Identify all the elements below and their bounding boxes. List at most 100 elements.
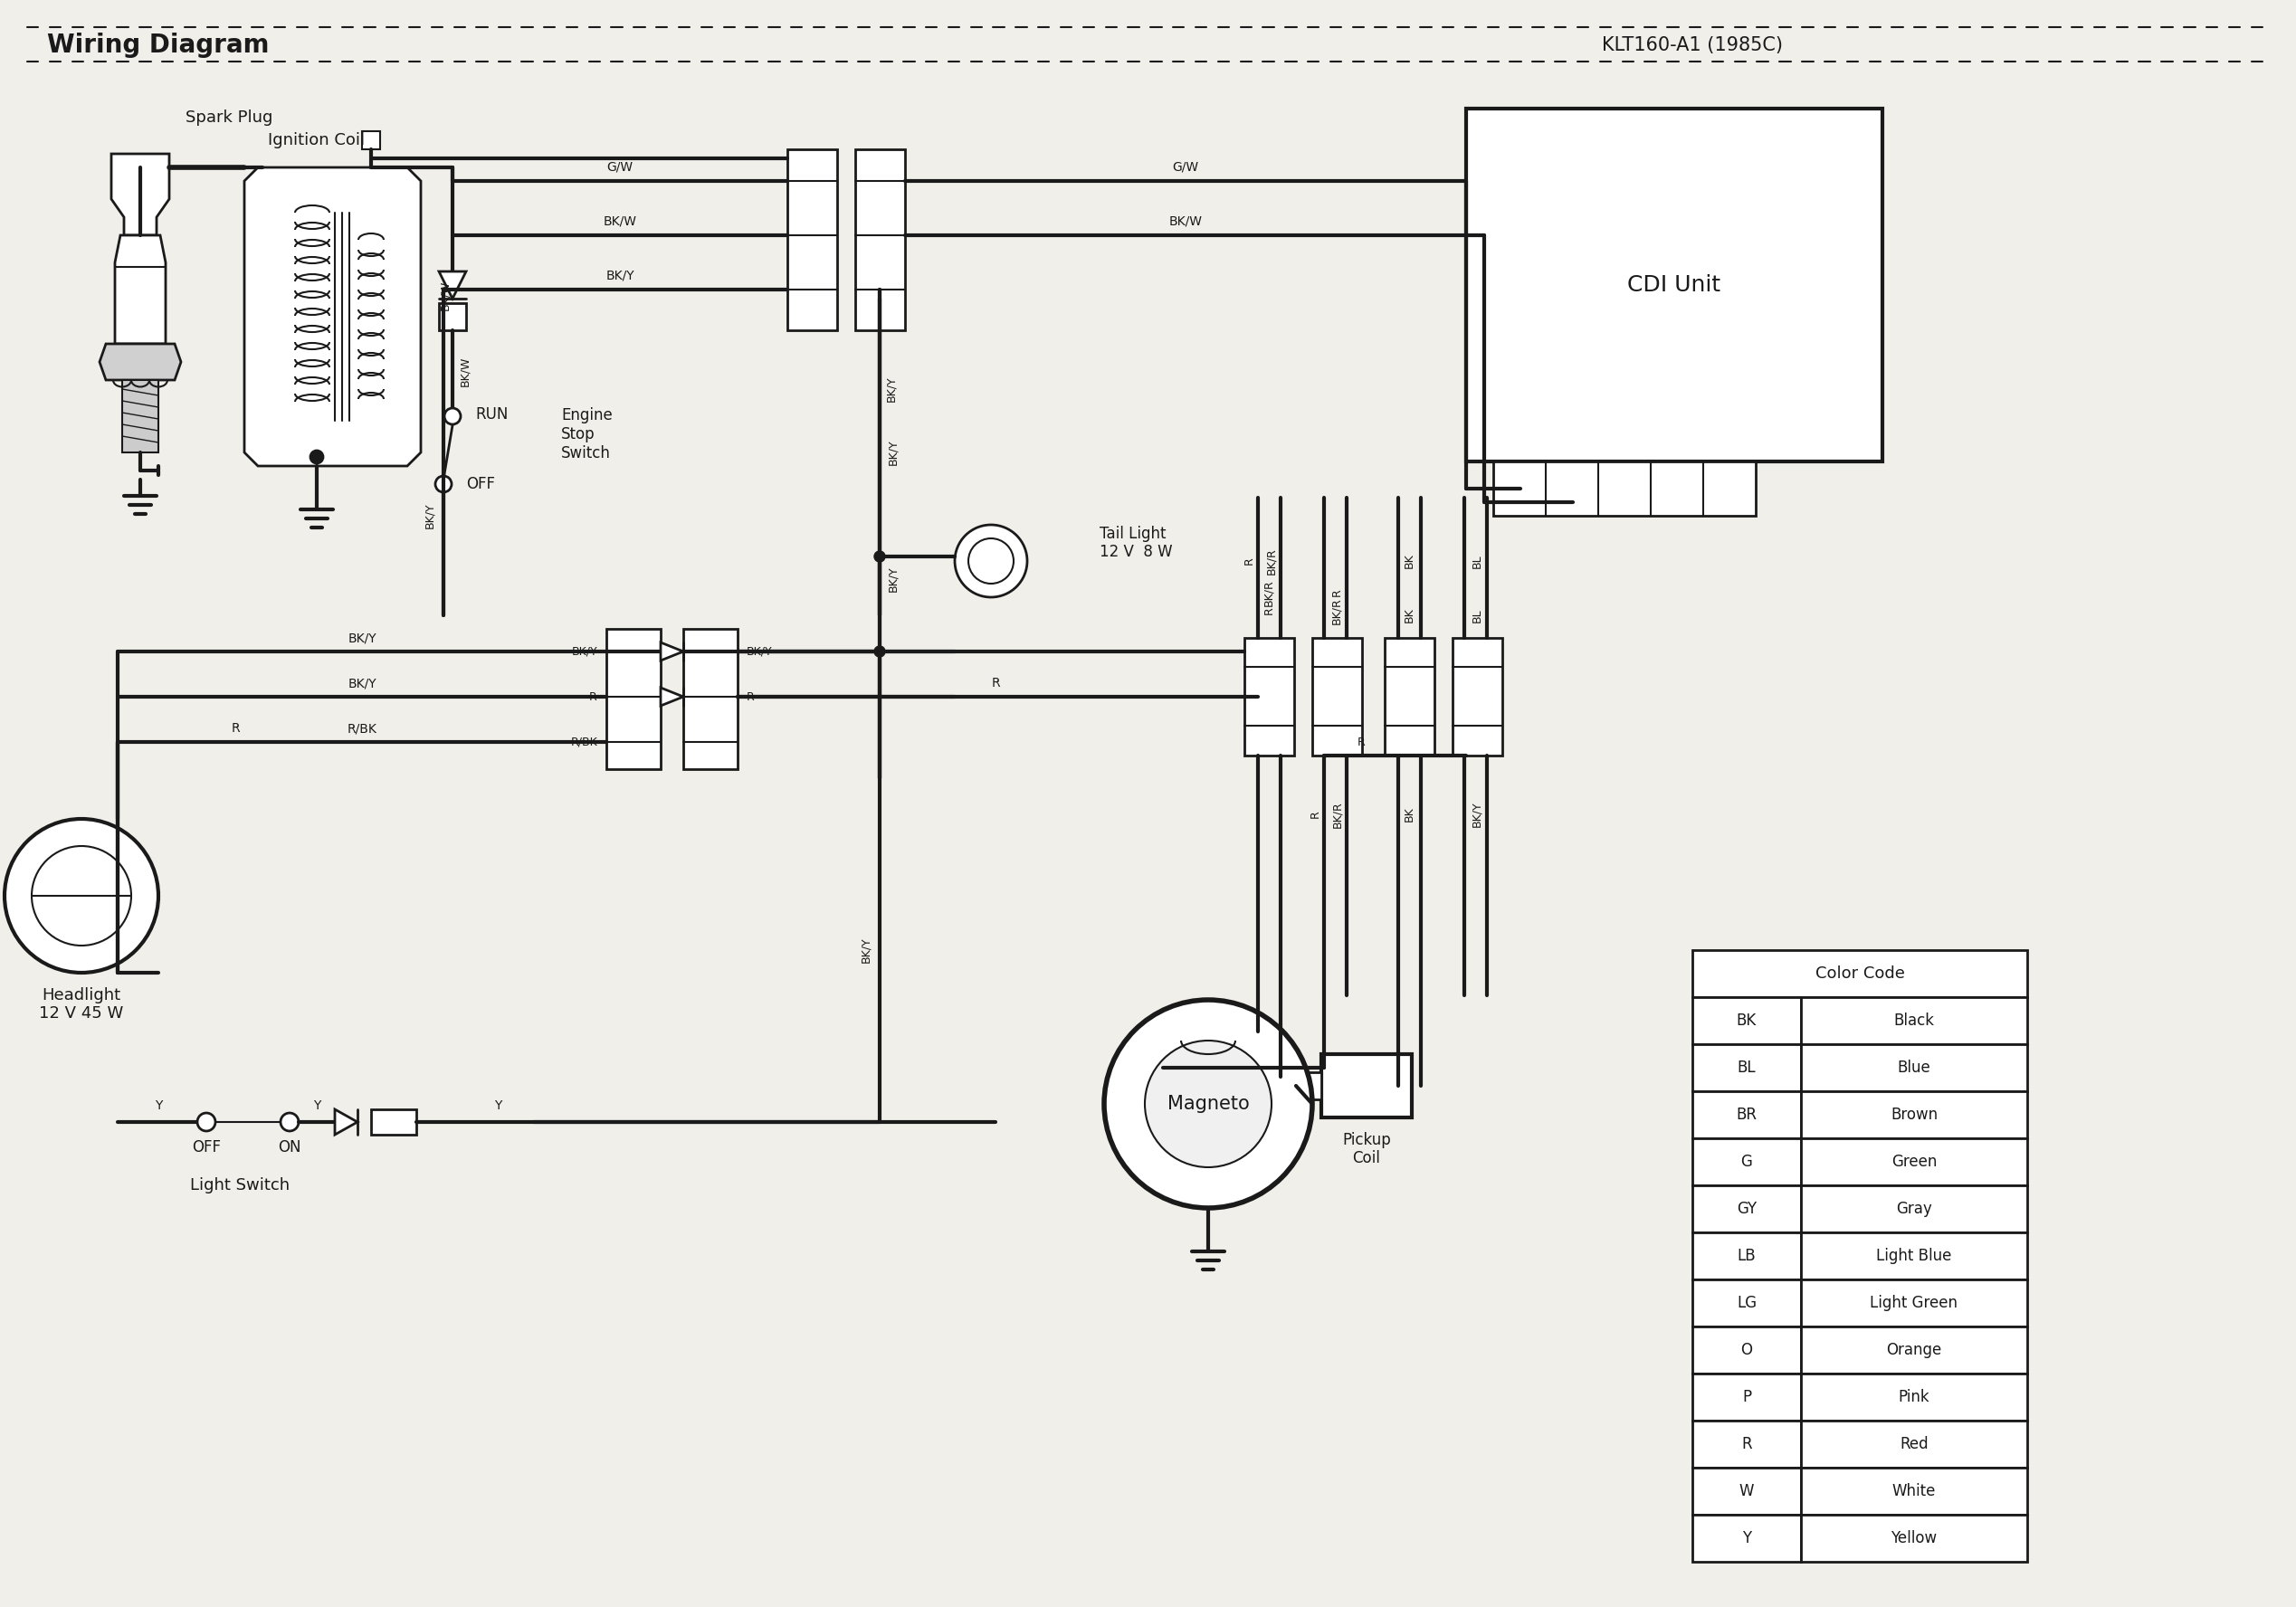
Polygon shape [243, 167, 420, 466]
Text: OFF: OFF [193, 1139, 220, 1155]
Text: BK/Y: BK/Y [572, 646, 597, 657]
Bar [1692, 996, 1800, 1045]
Bar [1692, 1138, 1800, 1186]
Text: BL: BL [1472, 607, 1483, 622]
Text: RUN: RUN [475, 407, 507, 423]
Text: Spark Plug: Spark Plug [186, 109, 273, 125]
Text: R/BK: R/BK [347, 722, 377, 734]
Bar [1800, 1374, 2027, 1421]
Circle shape [436, 476, 452, 492]
Text: BK/R: BK/R [1332, 598, 1343, 624]
Bar [1313, 638, 1362, 755]
Polygon shape [661, 643, 684, 660]
Bar [1692, 950, 2027, 996]
Bar [1800, 1515, 2027, 1562]
Bar [372, 1109, 416, 1135]
Text: Y: Y [312, 1099, 321, 1112]
Circle shape [445, 408, 461, 424]
Text: BK/Y: BK/Y [425, 503, 436, 529]
Circle shape [875, 551, 884, 562]
Text: G/W: G/W [1173, 161, 1199, 174]
Text: BK: BK [1403, 607, 1414, 624]
Text: R: R [992, 677, 999, 689]
Polygon shape [439, 272, 466, 299]
Text: Wiring Diagram: Wiring Diagram [48, 32, 269, 58]
Text: R: R [1242, 558, 1256, 566]
Circle shape [197, 1114, 216, 1131]
Text: LG: LG [1736, 1295, 1756, 1311]
Bar [1692, 1091, 1800, 1138]
Bar [684, 628, 737, 770]
Text: R: R [1332, 588, 1343, 596]
Text: Light Blue: Light Blue [1876, 1247, 1952, 1265]
Text: Ignition Coil: Ignition Coil [269, 132, 365, 148]
Circle shape [280, 1114, 298, 1131]
Circle shape [32, 845, 131, 945]
Bar [1467, 109, 1883, 461]
Text: White: White [1892, 1483, 1936, 1499]
Text: R: R [746, 691, 755, 702]
Text: BK/W: BK/W [1169, 215, 1203, 228]
Text: BK/W: BK/W [439, 281, 450, 310]
Circle shape [5, 820, 158, 972]
Bar [1800, 996, 2027, 1045]
Bar [1800, 1421, 2027, 1467]
Text: BK/Y: BK/Y [886, 439, 900, 466]
Text: Pickup
Coil: Pickup Coil [1343, 1131, 1391, 1167]
Polygon shape [335, 1109, 358, 1135]
Bar [1800, 1467, 2027, 1515]
Text: BR: BR [1736, 1107, 1756, 1123]
Text: GY: GY [1736, 1200, 1756, 1216]
Text: Color Code: Color Code [1816, 966, 1903, 982]
Text: R: R [232, 722, 239, 734]
Text: BK/Y: BK/Y [861, 937, 872, 963]
Bar [1692, 1279, 1800, 1326]
Text: BK/Y: BK/Y [886, 566, 900, 591]
Text: Y: Y [154, 1099, 163, 1112]
Circle shape [875, 646, 884, 657]
Bar [854, 149, 905, 331]
Polygon shape [115, 235, 165, 344]
Bar [1453, 638, 1502, 755]
Bar [1692, 1467, 1800, 1515]
Bar [1244, 638, 1295, 755]
Text: BK/R: BK/R [1263, 579, 1274, 606]
Text: ON: ON [278, 1139, 301, 1155]
Bar [788, 149, 838, 331]
Text: Blue: Blue [1896, 1059, 1931, 1075]
Text: BL: BL [1472, 554, 1483, 567]
Text: BK: BK [1736, 1012, 1756, 1028]
Circle shape [969, 538, 1013, 583]
Bar [122, 379, 158, 453]
Text: BK: BK [1403, 807, 1414, 821]
Text: Yellow: Yellow [1892, 1530, 1938, 1546]
Bar [1800, 1091, 2027, 1138]
Text: R: R [590, 691, 597, 702]
Text: P: P [1743, 1388, 1752, 1405]
Circle shape [1104, 1000, 1313, 1208]
Text: BK/W: BK/W [604, 215, 636, 228]
Bar [1692, 1045, 1800, 1091]
Text: R: R [1740, 1437, 1752, 1453]
Text: Light Switch: Light Switch [191, 1178, 289, 1194]
Polygon shape [99, 344, 181, 379]
Text: Tail Light
12 V  8 W: Tail Light 12 V 8 W [1100, 525, 1173, 561]
Bar [1800, 1138, 2027, 1186]
Polygon shape [110, 154, 170, 235]
Text: Gray: Gray [1896, 1200, 1931, 1216]
Bar [1692, 1326, 1800, 1374]
Text: Black: Black [1894, 1012, 1936, 1028]
Text: R: R [1263, 607, 1274, 615]
Text: Y: Y [1743, 1530, 1752, 1546]
Text: Brown: Brown [1890, 1107, 1938, 1123]
Text: Green: Green [1892, 1154, 1938, 1170]
Text: KLT160-A1 (1985C): KLT160-A1 (1985C) [1603, 37, 1784, 55]
Polygon shape [661, 688, 684, 705]
Text: G: G [1740, 1154, 1752, 1170]
Bar [1295, 1072, 1320, 1099]
Text: R: R [1357, 736, 1366, 747]
Text: Red: Red [1899, 1437, 1929, 1453]
Text: G/W: G/W [606, 161, 634, 174]
Bar [1692, 1421, 1800, 1467]
Text: Pink: Pink [1899, 1388, 1929, 1405]
